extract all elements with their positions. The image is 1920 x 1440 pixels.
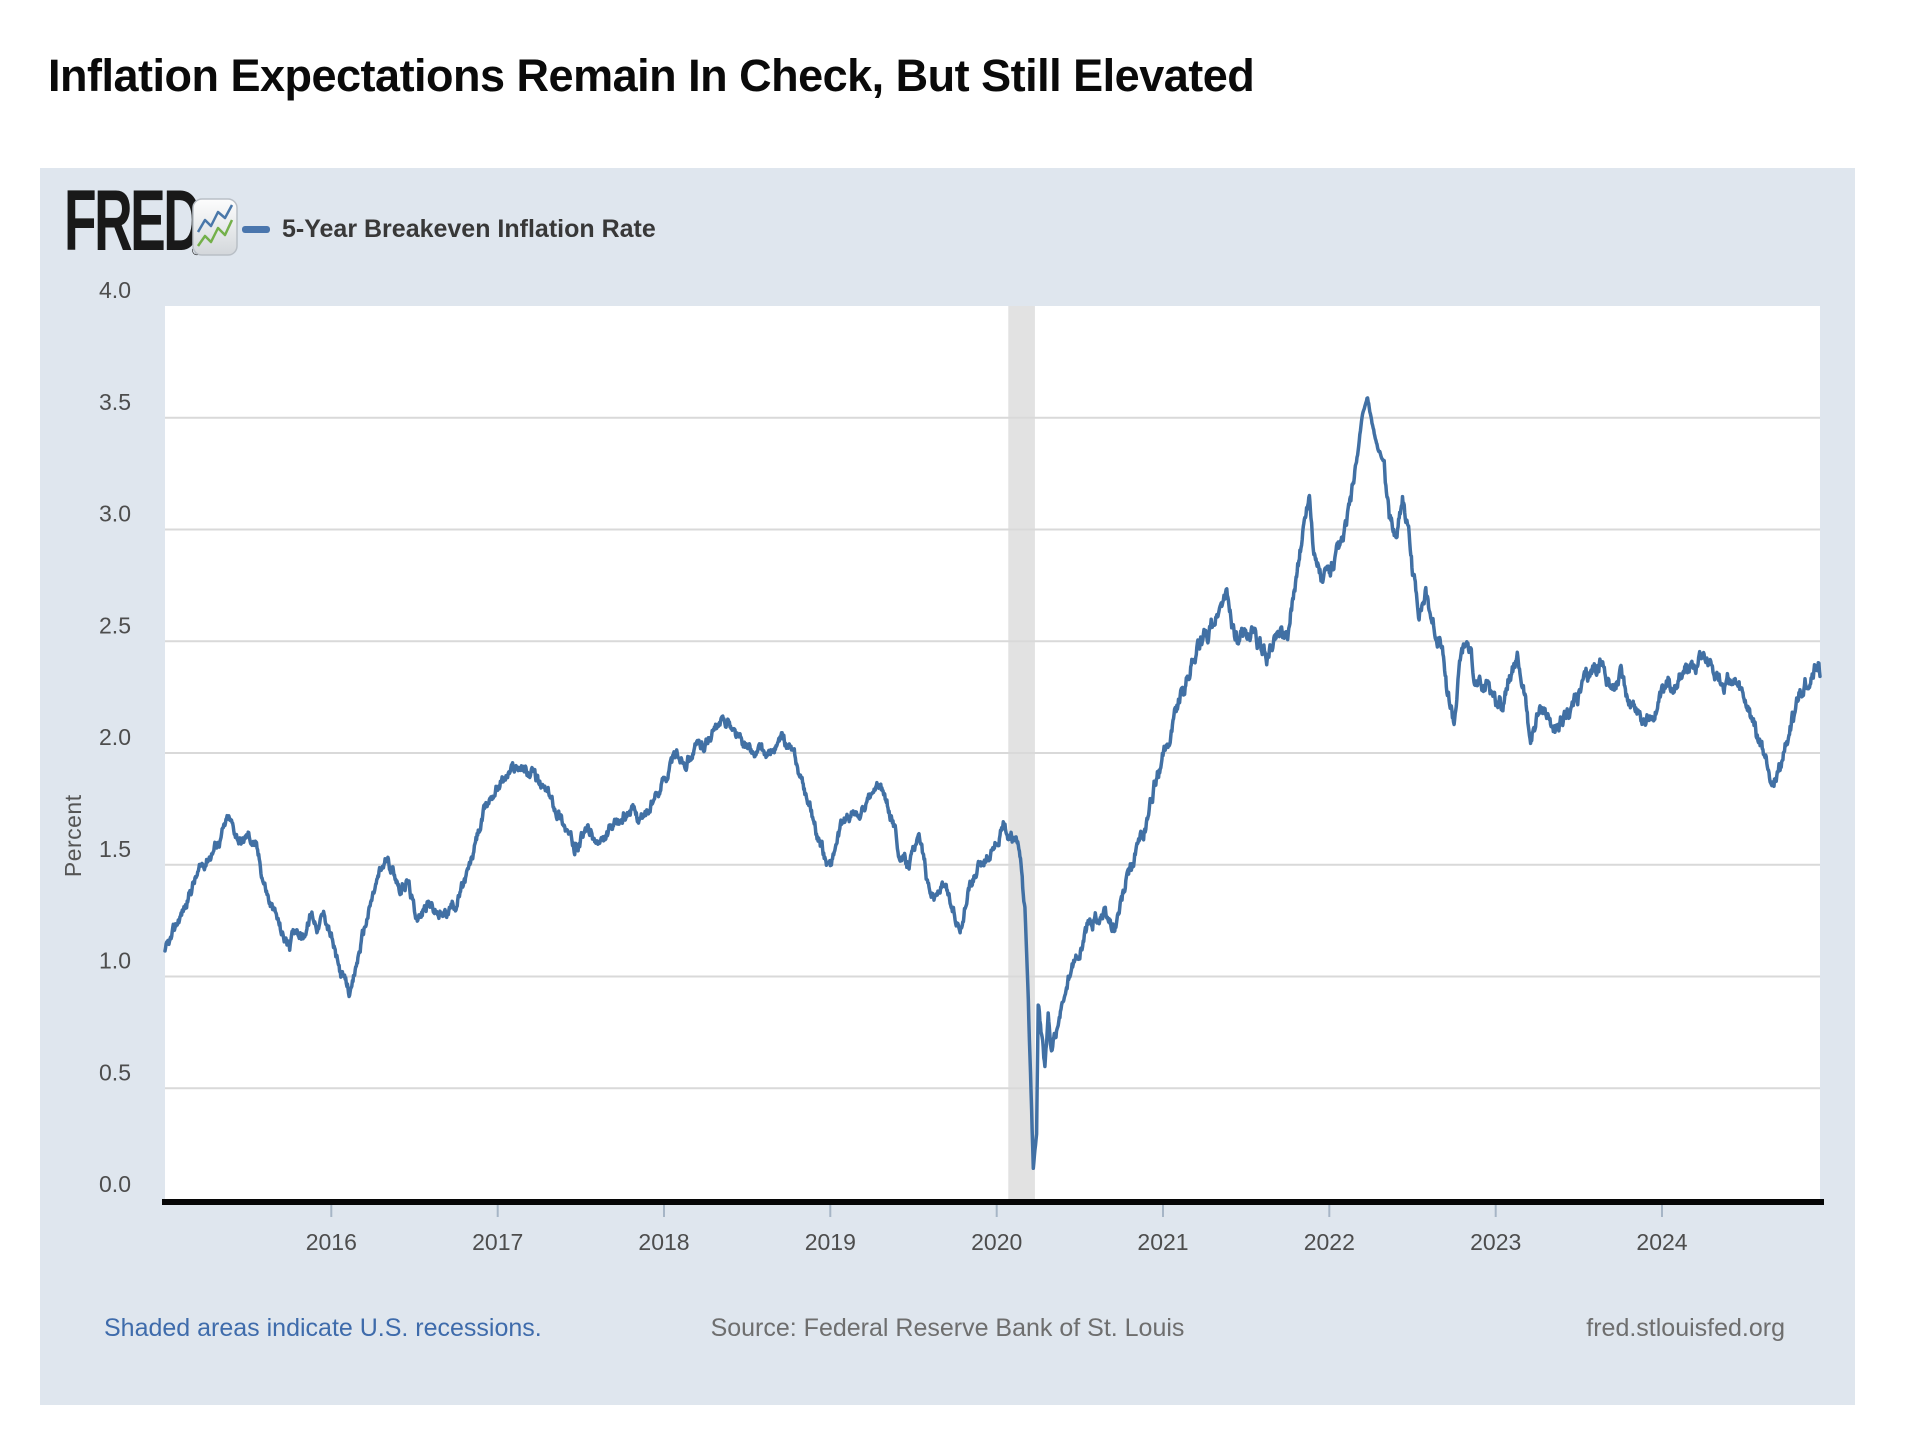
x-tick-label: 2017 bbox=[472, 1229, 523, 1255]
x-tick-label: 2023 bbox=[1470, 1229, 1521, 1255]
x-tick-label: 2022 bbox=[1304, 1229, 1355, 1255]
y-tick-label: 3.5 bbox=[99, 389, 131, 415]
x-axis-line bbox=[162, 1199, 1824, 1205]
fred-logo-text: FRED bbox=[64, 173, 202, 269]
logo-icon-blue-line bbox=[196, 204, 234, 233]
logo-icon-frame bbox=[192, 198, 238, 256]
fred-logo-chart-icon bbox=[192, 198, 238, 256]
breakeven-inflation-line bbox=[163, 396, 1822, 1171]
y-tick-label: 3.0 bbox=[99, 501, 131, 527]
y-tick-label: 0.0 bbox=[99, 1171, 131, 1197]
x-tick-label: 2021 bbox=[1137, 1229, 1188, 1255]
y-tick-label: 2.0 bbox=[99, 724, 131, 750]
y-tick-label: 1.0 bbox=[99, 948, 131, 974]
x-tick-label: 2020 bbox=[971, 1229, 1022, 1255]
source-note: Source: Federal Reserve Bank of St. Loui… bbox=[710, 1314, 1185, 1342]
y-tick-label: 0.5 bbox=[99, 1059, 131, 1085]
legend-line-swatch bbox=[242, 225, 270, 233]
y-tick-label: 1.5 bbox=[99, 836, 131, 862]
x-tick-label: 2018 bbox=[638, 1229, 689, 1255]
logo-icon-green-line bbox=[196, 219, 234, 247]
x-tick-label: 2024 bbox=[1636, 1229, 1687, 1255]
y-tick-label: 4.0 bbox=[99, 277, 131, 303]
page-title: Inflation Expectations Remain In Check, … bbox=[48, 50, 1255, 101]
legend-label: 5-Year Breakeven Inflation Rate bbox=[282, 214, 656, 243]
fred-logo: FRED® bbox=[64, 173, 282, 269]
x-tick-label: 2019 bbox=[805, 1229, 856, 1255]
recession-note: Shaded areas indicate U.S. recessions. bbox=[104, 1314, 542, 1342]
fred-site-label: fred.stlouisfed.org bbox=[1586, 1314, 1785, 1342]
x-tick-label: 2016 bbox=[306, 1229, 357, 1255]
y-tick-label: 2.5 bbox=[99, 612, 131, 638]
series-legend: 5-Year Breakeven Inflation Rate bbox=[242, 214, 656, 244]
